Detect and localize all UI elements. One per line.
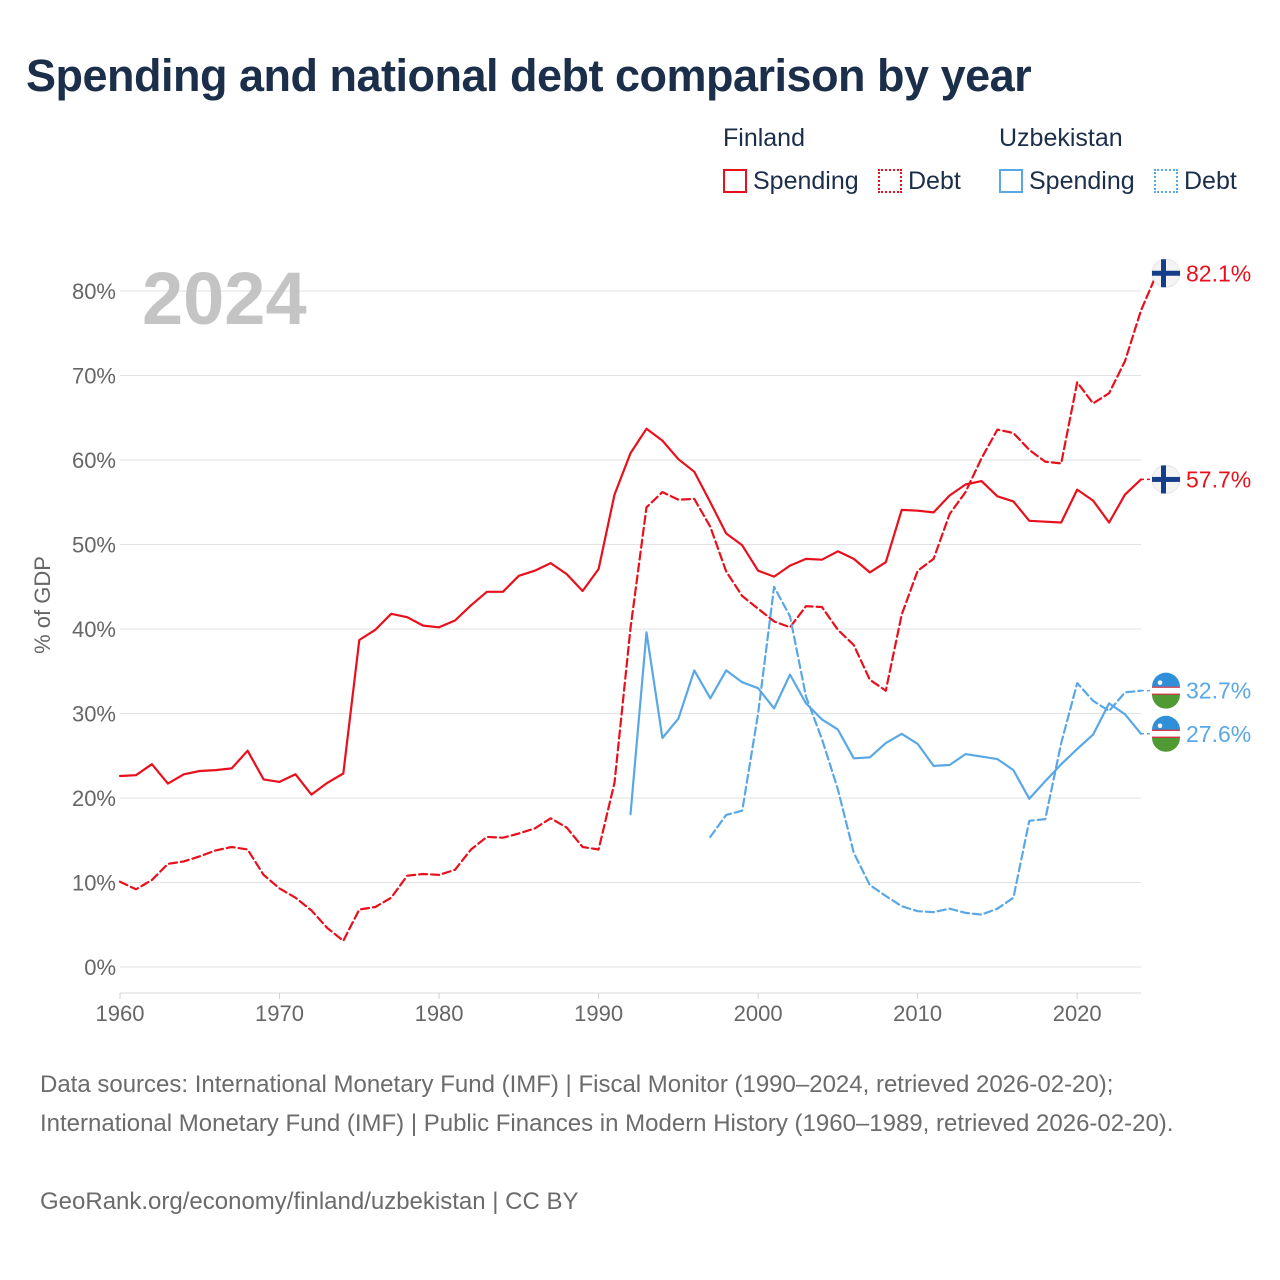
series-line-finland-spending[interactable] [118,427,1143,796]
finland-flag-cross-v [1161,465,1166,494]
x-tick-label: 1990 [574,1001,623,1026]
x-tick-label: 2020 [1053,1001,1102,1026]
year-label: 2024 [142,257,307,340]
legend-uzbekistan-spending[interactable]: Spending [999,166,1135,196]
uzbekistan-flag-green [1152,694,1181,709]
uzbekistan-flag-green [1152,737,1181,752]
credit-link[interactable]: GeoRank.org/economy/finland/uzbekistan |… [40,1188,579,1215]
legend-uzbekistan-debt[interactable]: Debt [1154,166,1237,196]
legend-swatch-finland-debt [878,169,902,193]
legend-group-finland: Finland [723,124,805,152]
end-marker-uzbekistan-spending: 27.6% [1141,715,1251,752]
y-tick-label: 10% [72,871,116,896]
series-line-uzbekistan-spending[interactable] [629,631,1143,816]
end-markers: 57.7% 82.1% 27.6% 32.7% [1141,258,1251,752]
x-tick-label: 1970 [255,1001,304,1026]
axes: 0% 10% 20% 30% 40% 50% 60% 70% 80% 1960 1970 1980 19… [72,279,1141,1026]
x-tick-label: 2000 [734,1001,783,1026]
x-tick-label: 1980 [415,1001,464,1026]
y-tick-label: 30% [72,702,116,727]
y-tick-label: 0% [84,955,116,980]
legend-group-uzbekistan: Uzbekistan [999,124,1123,152]
y-tick-label: 50% [72,533,116,558]
uzbekistan-flag-crescent [1157,680,1163,685]
uzbekistan-flag-crescent [1157,723,1163,729]
legend-finland-spending[interactable]: Spending [723,166,859,196]
y-tick-label: 20% [72,786,116,811]
x-tick-label: 2010 [893,1001,942,1026]
y-tick-label: 80% [72,279,116,304]
legend-finland-debt[interactable]: Debt [878,166,961,196]
chart-title: Spending and national debt comparison by… [26,50,1032,101]
series [118,272,1159,942]
finland-flag-cross-v [1161,259,1166,288]
series-line-finland-debt[interactable] [118,272,1159,942]
end-value-label: 32.7% [1186,678,1251,704]
legend-label-uzbekistan-spending: Spending [1029,166,1135,195]
legend-swatch-finland-spending [723,169,747,193]
legend-label-uzbekistan-debt: Debt [1184,166,1237,195]
y-tick-label: 40% [72,617,116,642]
uzbekistan-flag-blue [1152,715,1181,730]
end-marker-uzbekistan-debt: 32.7% [1141,672,1251,709]
y-tick-label: 60% [72,448,116,473]
line-chart: 0% 10% 20% 30% 40% 50% 60% 70% 80% 1960 1970 1980 19… [30,257,1251,1026]
y-axis-title: % of GDP [30,556,55,654]
end-value-label: 82.1% [1186,260,1251,286]
end-value-label: 27.6% [1186,721,1251,747]
legend-swatch-uzbekistan-debt [1154,169,1178,193]
end-marker-finland-spending: 57.7% [1141,464,1251,494]
data-sources: Data sources: International Monetary Fun… [40,1071,1174,1137]
x-tick-label: 1960 [96,1001,145,1026]
legend-label-finland-spending: Spending [753,166,859,195]
gridlines [120,290,1141,968]
series-line-uzbekistan-debt[interactable] [709,585,1143,916]
uzbekistan-flag-blue [1152,672,1181,687]
legend-swatch-uzbekistan-spending [999,169,1023,193]
y-tick-label: 70% [72,364,116,389]
legend-label-finland-debt: Debt [908,166,961,195]
end-marker-finland-debt: 82.1% [1151,258,1251,288]
end-value-label: 57.7% [1186,466,1251,492]
